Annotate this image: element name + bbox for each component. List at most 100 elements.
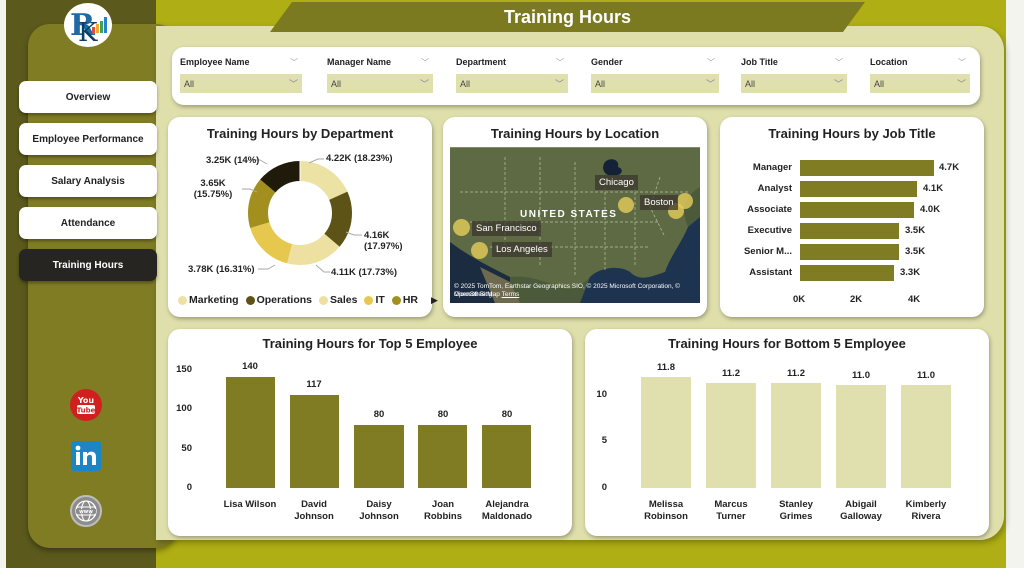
filter-manager-name[interactable]: Manager Name ﹀ All ﹀ <box>327 54 433 98</box>
filter-value: All <box>745 78 756 89</box>
chevron-down-icon: ﹀ <box>833 79 843 89</box>
department-donut-card: Training Hours by Department <box>168 117 438 317</box>
bar-category: Stanley Grimes <box>779 499 813 522</box>
donut-chart[interactable] <box>246 159 354 267</box>
nav-overview[interactable]: Overview <box>19 81 157 113</box>
card-title: Training Hours by Department <box>206 126 394 141</box>
filter-department-select[interactable]: All ﹀ <box>456 74 568 93</box>
svg-text:You: You <box>77 396 95 405</box>
filter-job-title-select[interactable]: All ﹀ <box>741 74 847 93</box>
nav-training-hours[interactable]: Training Hours <box>19 249 157 281</box>
legend-item-marketing[interactable]: Marketing <box>178 294 239 306</box>
website-link[interactable]: www <box>70 495 102 527</box>
hbar-label: Assistant <box>749 267 792 278</box>
chevron-down-icon: ﹀ <box>288 79 298 89</box>
filter-value: All <box>331 78 342 89</box>
nav-salary-analysis[interactable]: Salary Analysis <box>19 165 157 197</box>
chevron-down-icon: ﹀ <box>419 79 429 89</box>
map-bubble-chicago[interactable] <box>618 197 634 213</box>
chevron-down-icon: ﹀ <box>707 57 715 67</box>
hbar-row-senior-manager[interactable]: Senior M... 3.5K <box>720 244 984 260</box>
donut-segment-sales[interactable] <box>248 161 352 265</box>
x-axis-tick: 2K <box>850 294 863 305</box>
bar-value: 80 <box>373 409 385 420</box>
filter-gender-select[interactable]: All ﹀ <box>591 74 719 93</box>
nav-label: Salary Analysis <box>51 175 125 187</box>
hbar-value: 4.0K <box>920 204 941 215</box>
donut-label-other: 3.25K (14%) <box>206 155 260 166</box>
hbar-label: Analyst <box>757 183 792 194</box>
bar-daisy-johnson[interactable] <box>354 425 404 488</box>
job-title-bar-card: Training Hours by Job Title Manager 4.7K… <box>720 117 984 317</box>
hbar-row-assistant[interactable]: Assistant 3.3K <box>720 265 984 281</box>
donut-label-marketing: 4.22K (18.23%) <box>326 153 393 164</box>
legend-dot <box>364 295 374 305</box>
filter-label: Department <box>456 57 507 67</box>
donut-label-hr: 3.65K (15.75%) <box>190 178 236 200</box>
hbar-label: Senior M... <box>743 246 792 257</box>
filter-location[interactable]: Location ﹀ All ﹀ <box>870 54 970 98</box>
legend-item-hr[interactable]: HR <box>391 294 418 306</box>
filter-gender[interactable]: Gender ﹀ All ﹀ <box>591 54 719 98</box>
location-map[interactable]: Chicago Boston San Francisco Los Angeles… <box>450 147 700 303</box>
legend-item-sales[interactable]: Sales <box>319 294 357 306</box>
bar-joan-robbins[interactable] <box>418 425 467 488</box>
map-label-san-francisco: San Francisco <box>472 221 541 236</box>
bar-david-johnson[interactable] <box>290 395 339 488</box>
nav-attendance[interactable]: Attendance <box>19 207 157 239</box>
map-label-los-angeles: Los Angeles <box>492 242 552 257</box>
bar-value: 80 <box>437 409 449 420</box>
filter-department[interactable]: Department ﹀ All ﹀ <box>456 54 568 98</box>
hbar-bar <box>800 181 917 197</box>
hbar-row-manager[interactable]: Manager 4.7K <box>720 160 984 176</box>
legend-dot <box>178 295 187 305</box>
linkedin-link[interactable] <box>70 440 102 472</box>
bar-category: Daisy Johnson <box>359 499 399 522</box>
bar-value: 140 <box>242 361 258 372</box>
bar-kimberly-rivera[interactable] <box>901 385 951 488</box>
youtube-icon: You Tube <box>70 389 102 421</box>
bar-alejandra-maldonado[interactable] <box>482 425 531 488</box>
bar-value: 11.2 <box>787 368 805 379</box>
filter-value: All <box>460 78 471 89</box>
map-attribution: © 2025 TomTom, Earthstar Geographics SIO… <box>454 283 684 299</box>
legend-item-operations[interactable]: Operations <box>245 294 312 306</box>
nav-employee-performance[interactable]: Employee Performance <box>19 123 157 155</box>
donut-segment-hr[interactable] <box>248 161 352 265</box>
logo-icon: R K <box>70 8 107 45</box>
filter-label: Location <box>870 57 908 67</box>
chevron-down-icon: ﹀ <box>705 79 715 89</box>
bar-value: 11.2 <box>722 368 740 379</box>
filter-value: All <box>595 78 606 89</box>
bar-lisa-wilson[interactable] <box>226 377 275 488</box>
legend-item-it[interactable]: IT <box>364 294 385 306</box>
hbar-row-associate[interactable]: Associate 4.0K <box>720 202 984 218</box>
legend-next-arrow-icon[interactable]: ▶ <box>431 294 438 305</box>
filter-label: Employee Name <box>180 57 250 67</box>
map-bubble-san-francisco[interactable] <box>453 219 470 236</box>
chevron-down-icon: ﹀ <box>835 57 843 67</box>
y-axis-tick: 150 <box>176 364 192 375</box>
hbar-row-executive[interactable]: Executive 3.5K <box>720 223 984 239</box>
map-label-boston: Boston <box>640 195 678 210</box>
bar-marcus-turner[interactable] <box>706 383 756 488</box>
hbar-row-analyst[interactable]: Analyst 4.1K <box>720 181 984 197</box>
y-axis-tick: 5 <box>601 435 607 446</box>
bar-melissa-robinson[interactable] <box>641 377 691 488</box>
youtube-link[interactable]: You Tube <box>70 389 102 421</box>
map-bubble-los-angeles[interactable] <box>471 242 488 259</box>
donut-segment-operations[interactable] <box>248 161 352 265</box>
bar-stanley-grimes[interactable] <box>771 383 821 488</box>
filter-manager-name-select[interactable]: All ﹀ <box>327 74 433 93</box>
location-map-card: Training Hours by Location <box>443 117 707 317</box>
hbar-bar <box>800 244 899 260</box>
filter-location-select[interactable]: All ﹀ <box>870 74 970 93</box>
filter-employee-name-select[interactable]: All ﹀ <box>180 74 302 93</box>
terms-link[interactable]: Terms <box>501 291 520 298</box>
bar-abigail-galloway[interactable] <box>836 385 886 488</box>
filter-employee-name[interactable]: Employee Name ﹀ All ﹀ <box>180 54 302 98</box>
filter-value: All <box>184 78 195 89</box>
filter-label: Job Title <box>741 57 778 67</box>
filter-label: Gender <box>591 57 623 67</box>
filter-job-title[interactable]: Job Title ﹀ All ﹀ <box>741 54 847 98</box>
